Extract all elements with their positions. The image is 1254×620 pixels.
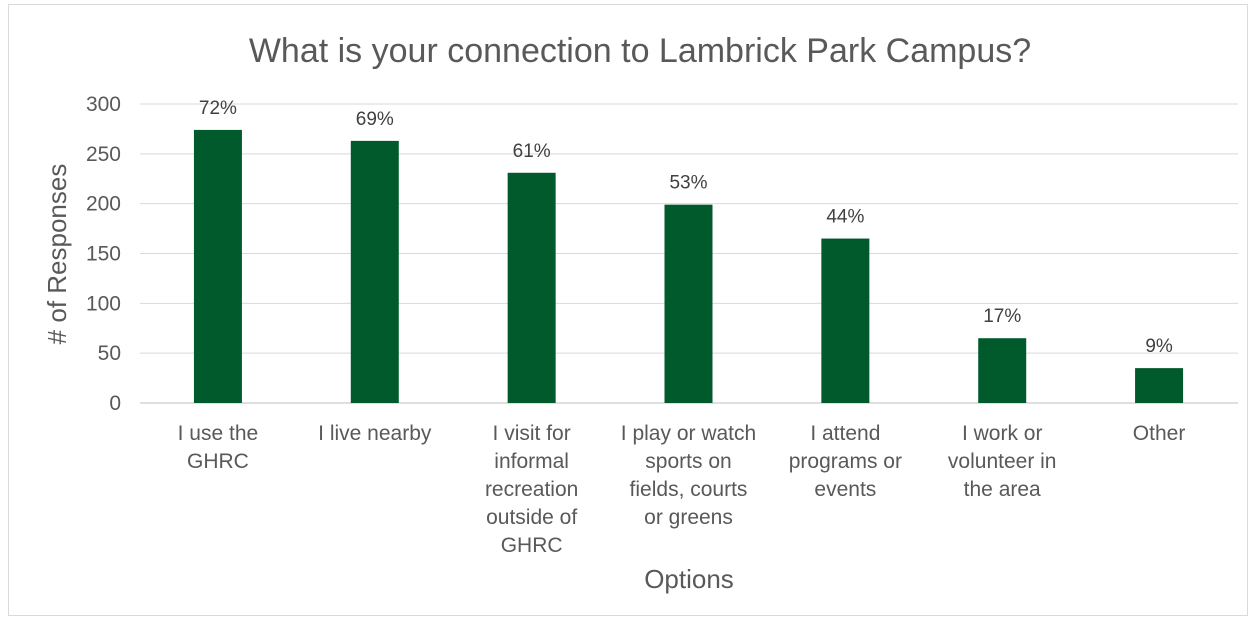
y-tick-label: 250 — [86, 143, 121, 166]
chart-title: What is your connection to Lambrick Park… — [249, 32, 1031, 70]
x-category-line: outside of — [486, 506, 577, 529]
x-category-line: Other — [1133, 422, 1186, 445]
x-category-label: I use the GHRC — [178, 422, 259, 473]
x-category-line: I use the — [178, 422, 259, 445]
x-category-line: events — [814, 478, 876, 501]
x-category-label: Other — [1133, 422, 1186, 445]
x-category-label: I play or watch sports on fields, courts or… — [621, 422, 756, 529]
data-label: 72% — [199, 98, 237, 119]
x-category-line: GHRC — [187, 450, 249, 473]
y-tick-label: 200 — [86, 193, 121, 216]
y-tick-label: 50 — [98, 342, 121, 365]
x-category-line: programs or — [789, 450, 902, 473]
x-category-label: I work or volunteer in the area — [948, 422, 1057, 501]
gridlines — [140, 103, 1238, 404]
x-category-line: I live nearby — [318, 422, 432, 445]
y-tick-label: 100 — [86, 292, 121, 315]
bar — [193, 129, 242, 403]
data-labels: 72% 69% 61% 53% 44% 17% 9% — [199, 98, 1173, 357]
x-category-line: I attend — [810, 422, 880, 445]
x-category-label: I visit for informal recreation outside of G… — [485, 422, 578, 557]
y-axis-label: # of Responses — [42, 164, 72, 345]
y-tick-label: 300 — [86, 93, 121, 116]
data-label: 53% — [669, 173, 707, 194]
x-category-line: I visit for — [493, 422, 571, 445]
x-category-line: volunteer in — [948, 450, 1057, 473]
x-category-line: I play or watch — [621, 422, 756, 445]
x-category-line: or greens — [644, 506, 733, 529]
x-category-label: I live nearby — [318, 422, 432, 445]
bar — [350, 140, 399, 404]
x-category-line: fields, courts — [630, 478, 748, 501]
bar — [664, 204, 713, 403]
bar — [1135, 368, 1184, 403]
x-axis-categories: I use the GHRC I live nearby I visit for inf… — [178, 422, 1186, 557]
data-label: 61% — [513, 141, 551, 162]
x-category-line: I work or — [962, 422, 1043, 445]
bars — [193, 129, 1184, 404]
data-label: 17% — [983, 306, 1021, 327]
bar — [507, 172, 556, 403]
x-category-label: I attend programs or events — [789, 422, 902, 501]
x-category-line: GHRC — [501, 534, 563, 557]
data-label: 9% — [1145, 336, 1173, 357]
x-category-line: sports on — [645, 450, 731, 473]
x-axis-label: Options — [644, 564, 734, 594]
data-label: 69% — [356, 109, 394, 130]
bar — [978, 338, 1027, 403]
data-label: 44% — [826, 207, 864, 228]
y-tick-label: 0 — [109, 392, 121, 415]
bar — [821, 238, 870, 403]
y-tick-label: 150 — [86, 243, 121, 266]
x-category-line: informal — [494, 450, 569, 473]
x-category-line: recreation — [485, 478, 578, 501]
x-category-line: the area — [964, 478, 1041, 501]
y-axis-ticks: 0 50 100 150 200 250 300 — [86, 93, 121, 415]
